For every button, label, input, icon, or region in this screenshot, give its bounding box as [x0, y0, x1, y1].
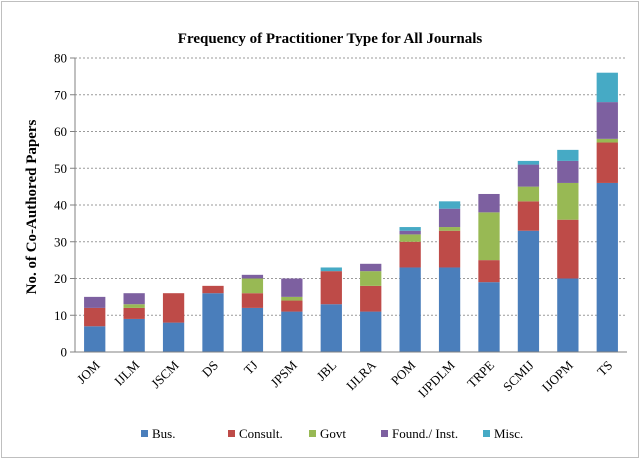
legend: Bus. Consult. Govt Found./ Inst. Misc.	[141, 426, 523, 441]
y-tick-label: 70	[54, 87, 67, 102]
bar-segment	[399, 267, 421, 352]
legend-swatch	[381, 430, 388, 437]
legend-label: Found./ Inst.	[392, 426, 458, 441]
x-tick-label: DS	[199, 358, 221, 380]
legend-label: Misc.	[494, 426, 523, 441]
bar-segment	[162, 322, 185, 352]
bar-segment	[596, 102, 618, 139]
bar-segment	[84, 296, 106, 308]
bar-segment	[84, 326, 106, 352]
bar-segment	[596, 138, 618, 143]
legend-swatch	[141, 430, 148, 437]
bar-segment	[557, 182, 579, 220]
bar-segment	[517, 201, 540, 231]
y-tick-label: 80	[54, 51, 67, 66]
bar-segment	[123, 293, 145, 305]
x-tick-label: TS	[594, 358, 615, 379]
legend-swatch	[228, 430, 235, 437]
bar-segment	[478, 260, 500, 283]
bar-segment	[281, 278, 303, 297]
y-tick-label: 0	[61, 345, 68, 360]
bar-segment	[517, 160, 540, 165]
bar-segment	[517, 230, 540, 352]
x-tick-label: JPSM	[267, 357, 300, 390]
bar-segment	[360, 263, 382, 272]
bar-segment	[557, 219, 579, 279]
bar-segment	[478, 193, 500, 213]
legend-label: Consult.	[239, 426, 283, 441]
bar-segment	[202, 293, 224, 352]
bar-segment	[360, 271, 382, 286]
bar-segment	[123, 304, 145, 308]
bar-segment	[281, 311, 303, 352]
legend-swatch	[309, 430, 316, 437]
bar-segment	[517, 186, 540, 202]
bar-segment	[241, 278, 264, 294]
bar-segment	[241, 293, 264, 308]
x-tick-label: JOM	[74, 357, 103, 386]
bar-segment	[478, 282, 500, 352]
x-tick-label: IJLRA	[343, 357, 379, 393]
bar-segment	[202, 285, 224, 294]
x-tick-label: POM	[388, 357, 419, 388]
x-tick-label: TRPE	[464, 357, 497, 390]
bar-segment	[596, 182, 618, 352]
bar-segment	[478, 212, 500, 261]
y-tick-label: 40	[54, 198, 67, 213]
bar-segment	[84, 307, 106, 327]
x-tick-label: SCMIJ	[500, 358, 537, 395]
bar-segment	[399, 227, 421, 231]
bar-segment	[123, 307, 145, 319]
bar-segment	[241, 274, 264, 279]
x-tick-label: IJLM	[111, 357, 142, 388]
bar-segment	[281, 296, 303, 301]
bar-segment	[438, 201, 461, 209]
bar-segment	[320, 271, 342, 305]
x-tick-label: IJPDLM	[415, 357, 458, 400]
y-tick-label: 20	[54, 271, 67, 286]
legend-label: Bus.	[152, 426, 175, 441]
x-tick-label: TJ	[241, 358, 261, 378]
y-tick-label: 60	[54, 124, 67, 139]
bar-segment	[320, 267, 342, 272]
bar-segment	[399, 241, 421, 268]
y-tick-label: 50	[54, 161, 67, 176]
bar-segment	[123, 318, 145, 352]
bar-segment	[557, 278, 579, 352]
x-tick-label: IJOPM	[539, 357, 576, 394]
bar-segment	[241, 307, 264, 352]
y-tick-label: 10	[54, 308, 67, 323]
legend-label: Govt	[320, 426, 346, 441]
y-tick-label: 30	[54, 234, 67, 249]
bar-segment	[399, 230, 421, 235]
bar-segment	[557, 149, 579, 161]
bar-segment	[596, 142, 618, 183]
x-tick-label: JSCM	[148, 357, 182, 391]
y-axis-label: No. of Co-Authored Papers	[24, 119, 40, 294]
bar-segment	[360, 285, 382, 312]
bar-segment	[162, 293, 185, 323]
bar-segment	[281, 300, 303, 312]
x-tick-label: JBL	[313, 357, 339, 383]
bar-segment	[438, 208, 461, 228]
bar-segment	[399, 234, 421, 242]
bar-segment	[438, 230, 461, 268]
bar-segment	[438, 227, 461, 231]
bar-segment	[320, 304, 342, 352]
legend-swatch	[483, 430, 490, 437]
chart-title: Frequency of Practitioner Type for All J…	[178, 31, 483, 47]
bar-segment	[596, 72, 618, 103]
bar-segment	[557, 160, 579, 183]
bar-segment	[360, 311, 382, 352]
bars	[84, 72, 618, 352]
bar-segment	[438, 267, 461, 352]
bar-segment	[517, 164, 540, 187]
